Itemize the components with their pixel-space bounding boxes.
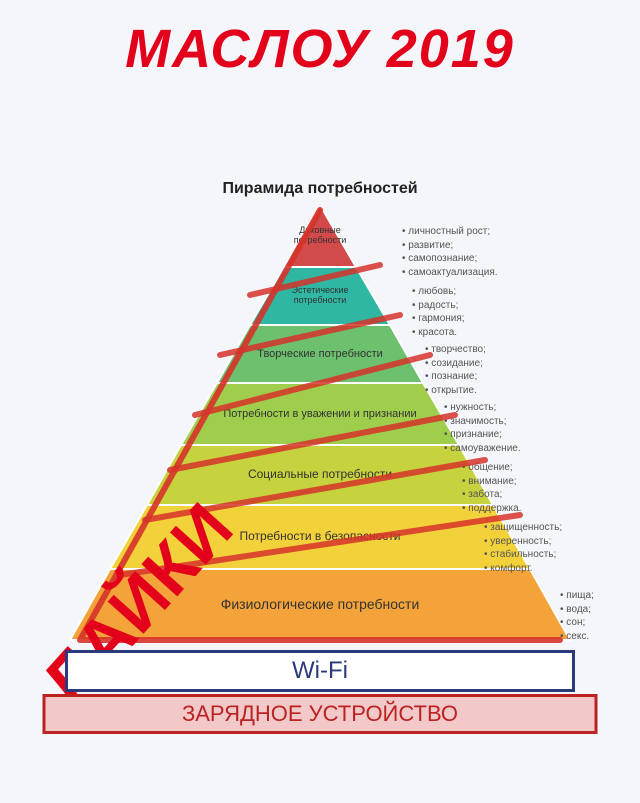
- pyramid-level-label-2: Творческие потребности: [242, 325, 398, 383]
- pyramid-title: Пирамида потребностей: [0, 180, 640, 198]
- bullet-group-2: творчество;созидание;познание;открытие.: [425, 343, 486, 397]
- pyramid-level-label-3: Потребности в уважении и признании: [211, 383, 429, 445]
- wifi-level: Wi-Fi: [65, 650, 575, 692]
- bullet-group-0: личностный рост;развитие;самопознание;са…: [402, 225, 498, 279]
- pyramid-level-label-0: Духовные потребности: [304, 205, 336, 267]
- bullet-group-6: пища;вода;сон;секс.: [560, 589, 594, 643]
- pyramid-level-label-1: Эстетические потребности: [272, 267, 367, 325]
- bullet-group-3: нужность;значимость;признание;самоуважен…: [444, 401, 521, 455]
- bullet-group-4: общение;внимание;забота;поддержка.: [462, 461, 521, 515]
- charger-level: ЗАРЯДНОЕ УСТРОЙСТВО: [43, 694, 598, 734]
- pyramid-level-label-4: Социальные потребности: [180, 445, 461, 505]
- bullet-group-5: защищенность;уверенность;стабильность;ко…: [484, 521, 562, 575]
- page-title: МАСЛОУ 2019: [0, 18, 640, 80]
- pyramid-stage: Духовные потребностиЭстетические потребн…: [0, 205, 640, 725]
- bullet-group-1: любовь;радость;гармония;красота.: [412, 285, 465, 339]
